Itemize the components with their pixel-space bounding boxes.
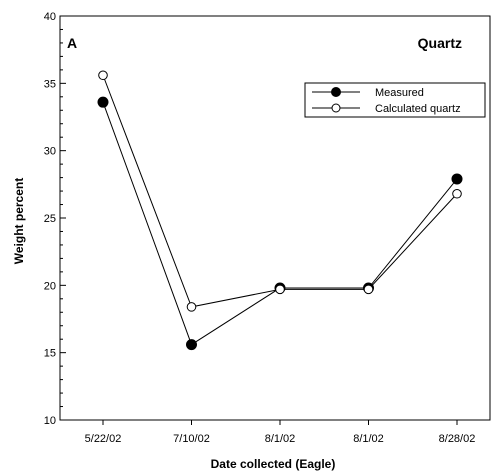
legend-marker-calculated: [331, 103, 341, 113]
data-point-calculated-quartz: [275, 284, 285, 295]
data-point-measured: [186, 339, 197, 351]
panel-label: A: [67, 35, 77, 51]
x-axis-ticks: 5/22/02 7/10/02 8/1/02 8/1/02 8/28/02: [85, 420, 476, 445]
y-axis-ticks: 10 15 20 25 30 35 40: [44, 11, 66, 427]
legend: Measured Calculated quartz: [304, 82, 486, 118]
data-point-calculated-quartz: [98, 70, 108, 81]
y-tick-label: 10: [44, 415, 56, 427]
x-axis-title: Date collected (Eagle): [211, 457, 336, 471]
legend-label-measured: Measured: [375, 87, 424, 99]
y-tick-label: 20: [44, 280, 56, 292]
legend-marker-measured: [331, 87, 341, 97]
y-tick-label: 40: [44, 11, 56, 23]
series-line-measured: [102, 102, 458, 346]
y-tick-label: 30: [44, 146, 56, 158]
y-tick-label: 25: [44, 213, 56, 225]
series-layer: [97, 70, 463, 351]
y-axis-title: Weight percent: [12, 178, 26, 264]
x-tick-label: 8/1/02: [265, 433, 296, 445]
data-point-calculated-quartz: [186, 302, 197, 312]
x-tick-label: 8/1/02: [353, 433, 384, 445]
x-tick-label: 5/22/02: [85, 433, 122, 445]
data-point-calculated-quartz: [452, 188, 462, 199]
data-point-measured: [451, 173, 463, 185]
y-tick-label: 35: [44, 78, 56, 90]
y-tick-label: 15: [44, 348, 56, 360]
x-tick-label: 7/10/02: [173, 433, 210, 445]
legend-label-calculated: Calculated quartz: [375, 103, 461, 115]
data-point-calculated-quartz: [363, 284, 374, 295]
data-point-measured: [97, 96, 109, 108]
x-tick-label: 8/28/02: [439, 433, 476, 445]
chart-title: Quartz: [418, 35, 462, 51]
